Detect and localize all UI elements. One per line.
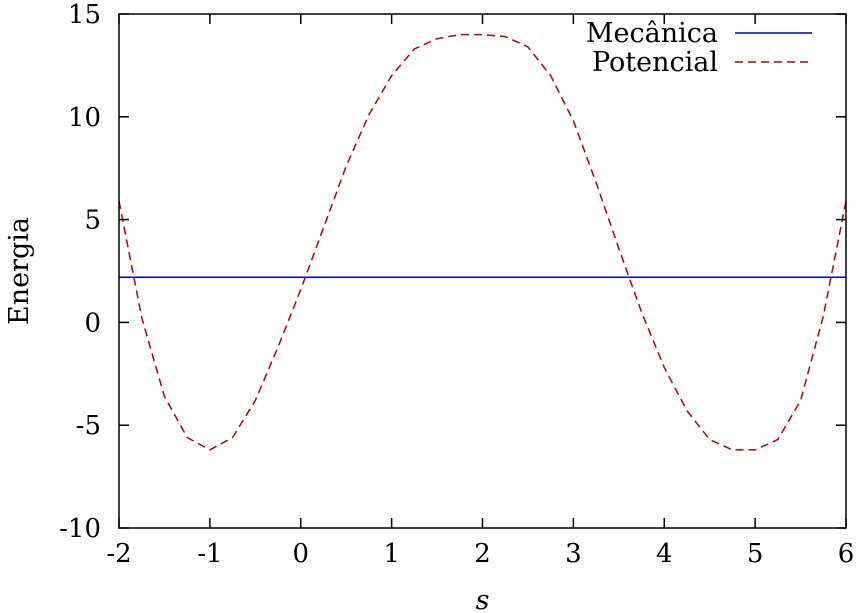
x-tick-label: 6: [838, 539, 855, 569]
axis-ticks: [118, 13, 847, 529]
series-line-1: [118, 33, 847, 451]
legend-label-1: Potencial: [592, 47, 718, 78]
x-tick-label: 1: [383, 539, 400, 569]
plot-frame: [118, 13, 847, 529]
x-tick-label: 0: [292, 539, 309, 569]
y-tick-label: 10: [68, 103, 101, 133]
legend-label-0: Mecânica: [586, 18, 718, 49]
x-tick-label: 4: [656, 539, 673, 569]
x-tick-label: 2: [474, 539, 491, 569]
x-tick-label: -2: [106, 539, 131, 569]
y-tick-label: 15: [68, 0, 101, 30]
y-axis-label: Energia: [4, 217, 35, 325]
y-tick-label: 5: [84, 206, 101, 236]
x-tick-label: 5: [747, 539, 764, 569]
x-tick-label: -1: [197, 539, 222, 569]
y-tick-label: 0: [84, 308, 101, 338]
plot-lines: [118, 33, 847, 451]
x-tick-label: 3: [565, 539, 582, 569]
y-tick-label: -5: [76, 411, 101, 441]
y-tick-label: -10: [59, 514, 101, 544]
x-axis-label: s: [476, 585, 490, 613]
